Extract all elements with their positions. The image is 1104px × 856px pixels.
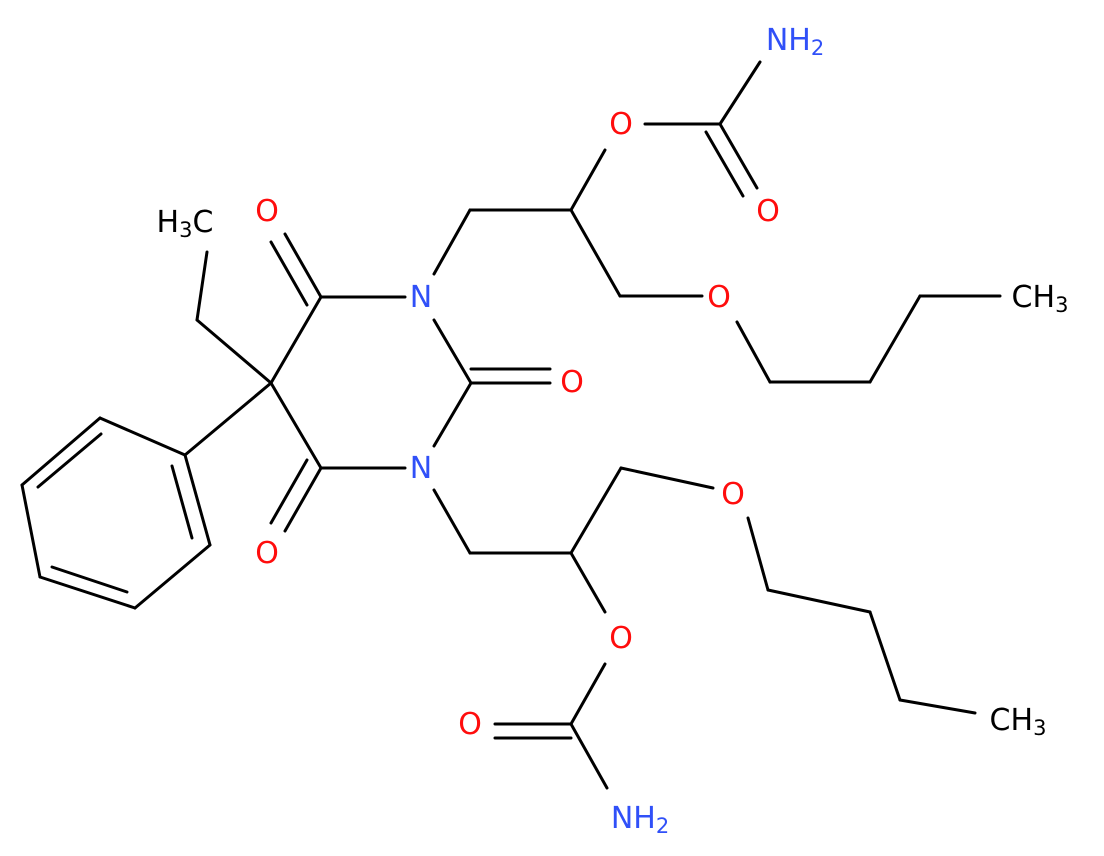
atom-label: O [458, 707, 482, 742]
atom-label: O [609, 621, 633, 656]
atom-symbol: N [410, 451, 432, 486]
atom-symbol: O [560, 365, 584, 400]
atom-symbol: CH [990, 703, 1034, 738]
atom-symbol: O [756, 194, 780, 229]
atom-symbol: O [609, 621, 633, 656]
atom-label: N [410, 451, 432, 486]
atom-label: O [609, 107, 633, 142]
atom-symbol: O [721, 477, 745, 512]
atom-symbol: O [255, 194, 279, 229]
subscript: 3 [1055, 293, 1068, 317]
atom-label: O [255, 194, 279, 229]
subscript: 2 [656, 814, 669, 838]
bonds [20, 60, 1002, 790]
atom-label: CH3 [1012, 280, 1069, 318]
atom-symbol: N [410, 280, 432, 315]
subscript: 3 [179, 218, 192, 242]
subscript: 3 [1033, 716, 1046, 740]
atom-label: CH3 [990, 703, 1047, 741]
atom-label: H3C [157, 205, 214, 243]
atom-label: O [707, 280, 731, 315]
atom-symbol: NH [766, 23, 811, 58]
atom-label: NH2 [611, 801, 669, 839]
atom-label: O [560, 365, 584, 400]
atom-symbol: O [707, 280, 731, 315]
atom-symbol: H [157, 205, 180, 240]
atom-symbol: C [192, 205, 213, 240]
subscript: 2 [811, 36, 824, 60]
atom-label: O [255, 536, 279, 571]
atom-symbol: O [458, 707, 482, 742]
atom-label: O [756, 194, 780, 229]
atom-label: O [721, 477, 745, 512]
atom-symbol: NH [611, 801, 656, 836]
atom-symbol: O [255, 536, 279, 571]
atom-symbol: CH [1012, 280, 1056, 315]
atom-label: N [410, 280, 432, 315]
atom-label: NH2 [766, 23, 824, 61]
atom-symbol: O [609, 107, 633, 142]
